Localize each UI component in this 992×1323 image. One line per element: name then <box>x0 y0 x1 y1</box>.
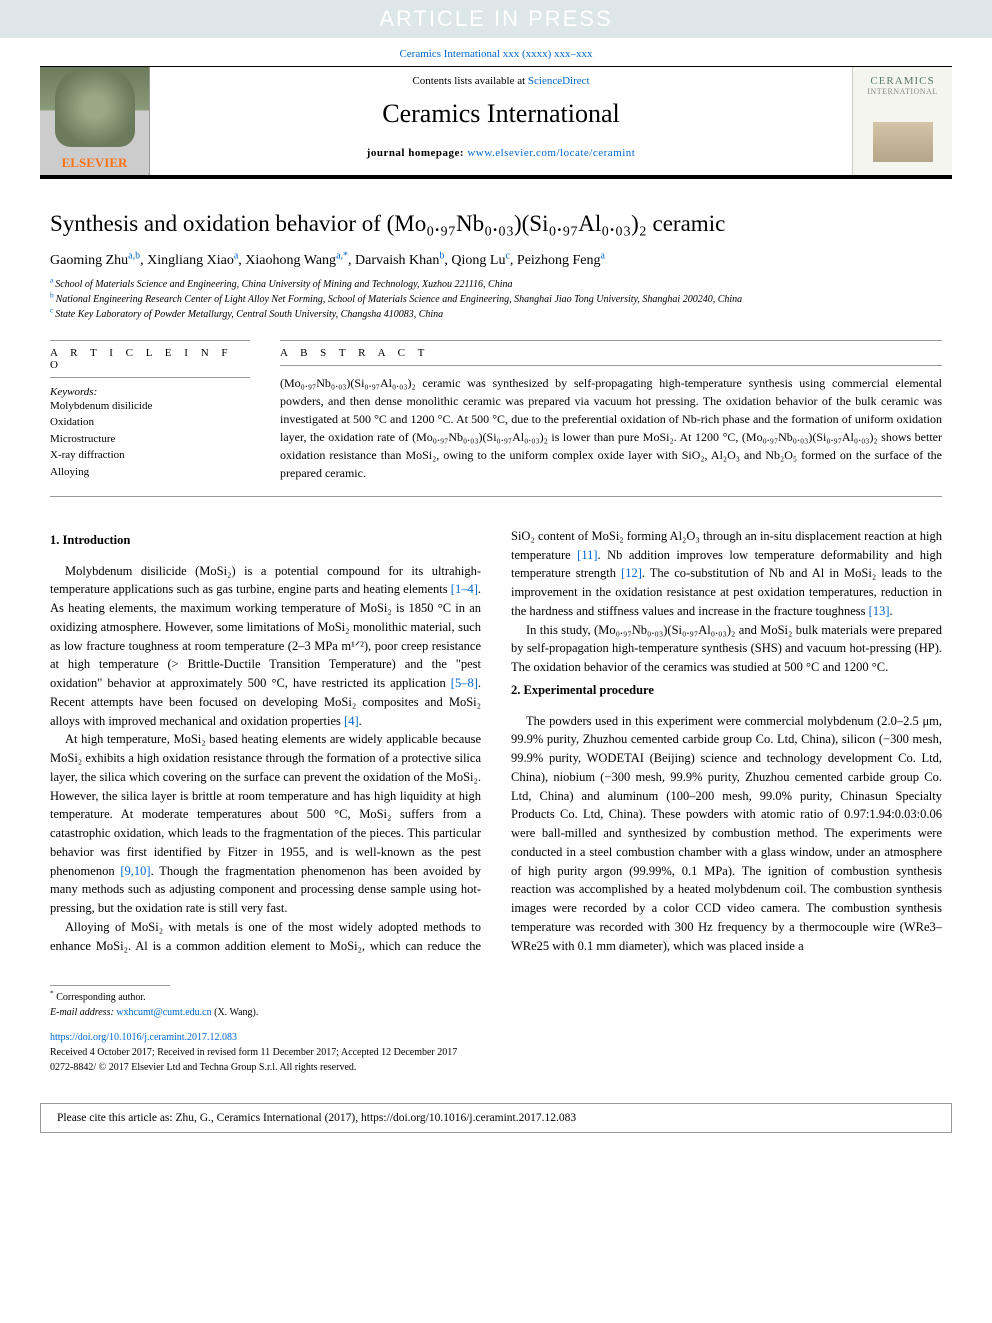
keyword-item: Oxidation <box>50 414 250 431</box>
ref-link-12[interactable]: [12] <box>621 566 642 580</box>
footer: * Corresponding author. E-mail address: … <box>0 965 992 1085</box>
affiliation: b National Engineering Research Center o… <box>50 292 942 307</box>
email-line: E-mail address: wxhcumt@cumt.edu.cn (X. … <box>50 1005 942 1020</box>
experimental-heading: 2. Experimental procedure <box>511 677 942 712</box>
abstract-column: A B S T R A C T (Mo₀.₉₇Nb₀.₀₃)(Si₀.₉₇Al₀… <box>280 340 942 482</box>
affiliation: a School of Materials Science and Engine… <box>50 277 942 292</box>
received-dates: Received 4 October 2017; Received in rev… <box>50 1045 942 1060</box>
cover-subtitle: INTERNATIONAL <box>867 87 938 96</box>
elsevier-text: ELSEVIER <box>62 155 128 171</box>
please-cite-box: Please cite this article as: Zhu, G., Ce… <box>40 1103 952 1133</box>
info-abstract-row: A R T I C L E I N F O Keywords: Molybden… <box>50 340 942 497</box>
ref-link-5-8[interactable]: [5–8] <box>451 676 478 690</box>
journal-header: ELSEVIER Contents lists available at Sci… <box>40 66 952 179</box>
article-info-label: A R T I C L E I N F O <box>50 340 250 378</box>
affiliations: a School of Materials Science and Engine… <box>50 277 942 336</box>
author: Qiong Luc <box>451 253 510 268</box>
header-center: Contents lists available at ScienceDirec… <box>150 67 852 175</box>
corresponding-author: * Corresponding author. <box>50 990 942 1005</box>
elsevier-logo: ELSEVIER <box>40 67 150 175</box>
contents-available: Contents lists available at ScienceDirec… <box>150 75 852 99</box>
ref-link-1-4[interactable]: [1–4] <box>451 582 478 596</box>
article-in-press-banner: ARTICLE IN PRESS <box>0 0 992 38</box>
homepage-link[interactable]: www.elsevier.com/locate/ceramint <box>467 147 635 159</box>
ref-link-9-10[interactable]: [9,10] <box>120 864 150 878</box>
affiliation: c State Key Laboratory of Powder Metallu… <box>50 307 942 322</box>
keywords-list: Molybdenum disilicideOxidationMicrostruc… <box>50 398 250 481</box>
article-info-column: A R T I C L E I N F O Keywords: Molybden… <box>50 340 250 482</box>
journal-title: Ceramics International <box>150 99 852 147</box>
ref-link-11[interactable]: [11] <box>577 548 597 562</box>
cover-image-placeholder <box>873 122 933 162</box>
intro-para-4: In this study, (Mo₀.₉₇Nb₀.₀₃)(Si₀.₉₇Al₀.… <box>511 621 942 677</box>
body-text: 1. Introduction Molybdenum disilicide (M… <box>50 497 942 956</box>
contents-prefix: Contents lists available at <box>412 75 527 87</box>
keyword-item: Microstructure <box>50 431 250 448</box>
intro-para-1: Molybdenum disilicide (MoSi₂) is a poten… <box>50 562 481 731</box>
citation-top: Ceramics International xxx (xxxx) xxx–xx… <box>0 38 992 66</box>
doi-link[interactable]: https://doi.org/10.1016/j.ceramint.2017.… <box>50 1030 942 1045</box>
keyword-item: X-ray diffraction <box>50 447 250 464</box>
introduction-heading: 1. Introduction <box>50 527 481 562</box>
abstract-label: A B S T R A C T <box>280 340 942 366</box>
footer-divider <box>50 985 170 986</box>
homepage-line: journal homepage: www.elsevier.com/locat… <box>150 147 852 159</box>
homepage-prefix: journal homepage: <box>367 147 468 159</box>
author: Xingliang Xiaoa <box>147 253 238 268</box>
exp-para-1: The powders used in this experiment were… <box>511 712 942 956</box>
article-title: Synthesis and oxidation behavior of (Mo₀… <box>50 209 942 253</box>
email-author-name: (X. Wang). <box>212 1007 259 1018</box>
keyword-item: Alloying <box>50 464 250 481</box>
main-content: Synthesis and oxidation behavior of (Mo₀… <box>0 179 992 965</box>
author: Xiaohong Wanga,* <box>245 253 348 268</box>
cover-title: CERAMICS <box>870 75 934 87</box>
keywords-label: Keywords: <box>50 386 250 398</box>
abstract-text: (Mo₀.₉₇Nb₀.₀₃)(Si₀.₉₇Al₀.₀₃)₂ ceramic wa… <box>280 374 942 482</box>
elsevier-tree-icon <box>55 67 135 147</box>
ref-link-4[interactable]: [4] <box>344 714 359 728</box>
journal-cover: CERAMICS INTERNATIONAL <box>852 67 952 175</box>
author: Peizhong Fenga <box>517 253 605 268</box>
keyword-item: Molybdenum disilicide <box>50 398 250 415</box>
author: Darvaish Khanb <box>355 253 444 268</box>
author: Gaoming Zhua,b <box>50 253 140 268</box>
copyright: 0272-8842/ © 2017 Elsevier Ltd and Techn… <box>50 1060 942 1075</box>
intro-para-2: At high temperature, MoSi₂ based heating… <box>50 730 481 918</box>
sciencedirect-link[interactable]: ScienceDirect <box>528 75 590 87</box>
authors-line: Gaoming Zhua,b, Xingliang Xiaoa, Xiaohon… <box>50 253 942 277</box>
email-label: E-mail address: <box>50 1007 116 1018</box>
email-link[interactable]: wxhcumt@cumt.edu.cn <box>116 1007 211 1018</box>
ref-link-13[interactable]: [13] <box>869 604 890 618</box>
